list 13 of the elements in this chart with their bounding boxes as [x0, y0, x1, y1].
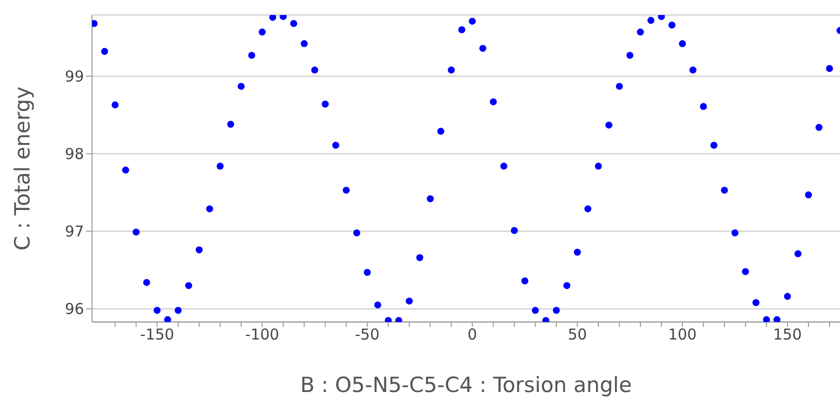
- x-tick-label: -150: [140, 326, 174, 344]
- y-tick-label: 98: [64, 145, 84, 164]
- x-axis-title: B : O5-N5-C5-C4 : Torsion angle: [300, 373, 632, 397]
- y-tick-label: 99: [64, 68, 84, 86]
- y-axis-title: C : Total energy: [10, 86, 34, 250]
- x-tick-label: -50: [354, 326, 380, 344]
- x-tick-label: 150: [773, 326, 802, 344]
- x-tick-label: -100: [245, 326, 280, 344]
- y-tick-label: 96: [64, 300, 84, 318]
- x-tick-label: 50: [568, 326, 587, 344]
- y-tick-label: 97: [64, 222, 84, 241]
- x-tick-label: 0: [468, 326, 478, 344]
- x-tick-label: 100: [668, 326, 697, 344]
